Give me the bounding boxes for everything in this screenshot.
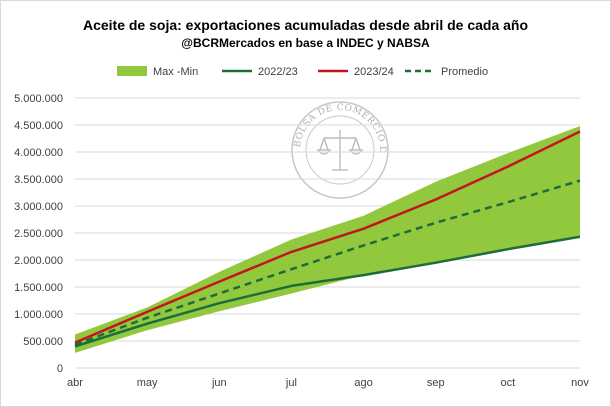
y-tick-label: 0 <box>57 363 63 375</box>
legend-label: Promedio <box>441 66 488 78</box>
chart-subtitle: @BCRMercados en base a INDEC y NABSA <box>181 36 430 50</box>
y-tick-label: 1.000.000 <box>14 309 63 321</box>
legend-item: 2022/23 <box>222 66 298 78</box>
y-tick-label: 5.000.000 <box>14 93 63 105</box>
series-line-2022-23 <box>74 235 581 348</box>
legend-label: 2023/24 <box>354 66 394 78</box>
x-axis-labels: abr may jun jul ago sep oct nov <box>67 377 589 389</box>
y-axis-labels: 0 500.000 1.000.000 1.500.000 2.000.000 2.500… <box>14 93 63 375</box>
x-tick-label: abr <box>67 377 83 389</box>
series-line-2023-24 <box>74 130 581 344</box>
x-tick-label: oct <box>501 377 516 389</box>
legend-label: Max -Min <box>153 66 198 78</box>
y-tick-label: 2.000.000 <box>14 255 63 267</box>
series-line-promedio <box>74 179 581 346</box>
y-tick-label: 1.500.000 <box>14 282 63 294</box>
chart-title: Aceite de soja: exportaciones acumuladas… <box>82 17 529 33</box>
plot-area <box>74 126 581 353</box>
x-tick-label: ago <box>354 377 372 389</box>
y-tick-label: 3.000.000 <box>14 201 63 213</box>
y-tick-label: 2.500.000 <box>14 228 63 240</box>
x-tick-label: jul <box>285 377 297 389</box>
x-tick-label: nov <box>571 377 589 389</box>
y-tick-label: 3.500.000 <box>14 174 63 186</box>
legend-item: 2023/24 <box>318 66 394 78</box>
legend: Max -Min 2022/23 2023/24 Promedio <box>117 66 488 78</box>
y-tick-label: 4.000.000 <box>14 147 63 159</box>
x-tick-label: jun <box>211 377 227 389</box>
legend-swatch <box>117 66 147 76</box>
legend-item: Promedio <box>405 66 488 78</box>
seal-outer-ring <box>291 101 389 199</box>
seal-inner-ring <box>305 115 375 185</box>
legend-label: 2022/23 <box>258 66 298 78</box>
legend-item: Max -Min <box>117 66 198 78</box>
y-tick-label: 500.000 <box>23 336 63 348</box>
x-tick-label: may <box>137 377 158 389</box>
x-tick-label: sep <box>427 377 445 389</box>
y-tick-label: 4.500.000 <box>14 120 63 132</box>
scales-of-justice-icon <box>316 130 364 171</box>
